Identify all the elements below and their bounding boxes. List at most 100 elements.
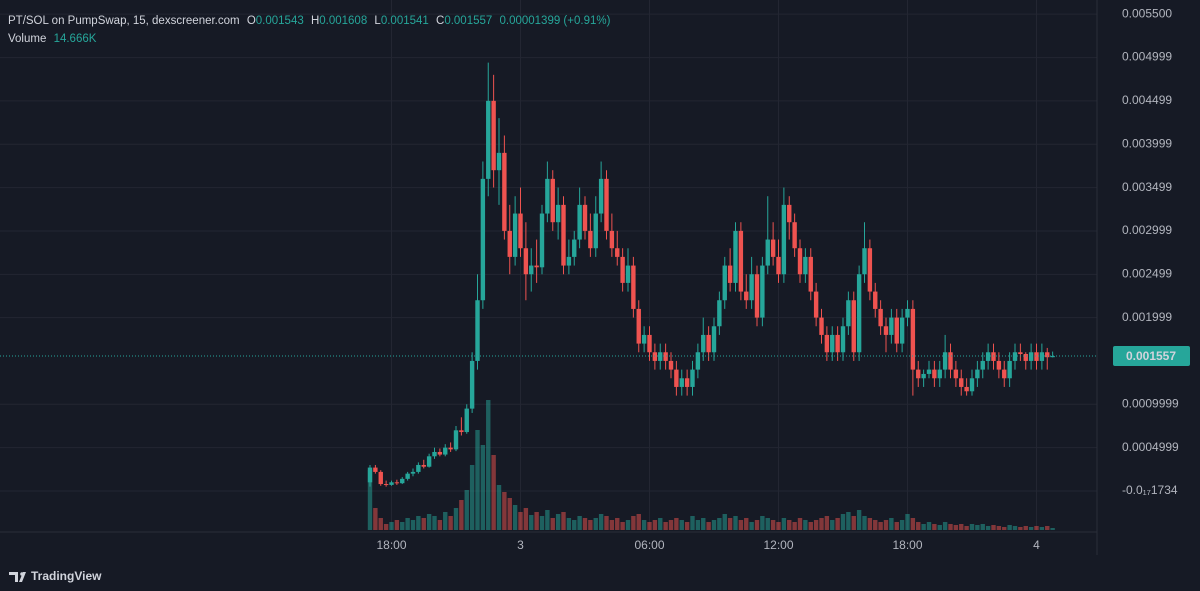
candle-body: [1028, 352, 1034, 361]
volume-bar: [813, 520, 819, 530]
volume-bar: [1050, 527, 1055, 530]
volume-bar: [819, 518, 824, 530]
candle-body: [674, 369, 679, 387]
volume-bar: [846, 512, 851, 530]
candle-body: [486, 100, 491, 179]
volume-bar: [502, 492, 507, 530]
volume-bar: [416, 516, 421, 530]
y-tick-label: 0.004999: [1122, 50, 1172, 64]
volume-bar: [760, 516, 765, 530]
y-tick-label: 0.0009999: [1122, 396, 1179, 410]
candle-body: [389, 482, 394, 485]
volume-value: 14.666K: [54, 33, 97, 45]
volume-bar: [652, 520, 658, 530]
volume-bar: [754, 520, 760, 530]
title: PT/SOL on PumpSwap, 15, dexscreener.com: [8, 15, 240, 27]
volume-bar: [631, 516, 636, 530]
volume-bar: [625, 520, 631, 530]
candle-body: [797, 248, 803, 275]
candle-body: [899, 317, 905, 344]
volume-bar: [394, 520, 400, 530]
candle-body: [534, 265, 539, 268]
candle-body: [373, 467, 378, 472]
candle-body: [873, 291, 878, 309]
candle-body: [475, 300, 480, 361]
volume-bar: [588, 520, 593, 530]
candle-body: [1045, 352, 1050, 358]
candle-body: [754, 274, 760, 318]
volume-bar: [464, 490, 469, 530]
last-price-badge: [1113, 345, 1190, 366]
volume-bar: [744, 518, 749, 530]
candle-body: [1018, 352, 1023, 354]
volume-bar: [512, 505, 518, 530]
candle-body: [566, 256, 572, 266]
high-label: H: [311, 15, 319, 27]
candle-body: [690, 369, 695, 387]
candle-body: [792, 222, 797, 249]
candle-body: [598, 178, 604, 214]
candle-body: [883, 326, 889, 335]
candle-body: [518, 213, 523, 249]
candle-body: [416, 464, 421, 472]
candle-body: [787, 204, 792, 223]
y-tick-label: 0.005500: [1122, 6, 1172, 20]
candle-body: [432, 451, 437, 457]
volume-bar: [711, 520, 717, 530]
volume-bar: [561, 512, 566, 530]
close-label: C: [436, 15, 444, 27]
volume-bar: [878, 522, 883, 530]
volume-bar: [765, 518, 770, 530]
legend-line-1: PT/SOL on PumpSwap, 15, dexscreener.com …: [8, 15, 611, 27]
x-tick-label: 06:00: [634, 538, 664, 552]
logo-dot: [20, 572, 24, 576]
candle-body: [991, 352, 996, 361]
volume-bar: [781, 518, 787, 530]
volume-bar: [964, 526, 969, 530]
candle-body: [550, 178, 555, 223]
candle-body: [916, 369, 921, 379]
candle-body: [975, 369, 980, 379]
volume-bar: [921, 524, 926, 530]
candle-body: [727, 265, 733, 283]
candle-body: [722, 265, 727, 301]
candle-body: [937, 369, 942, 379]
volume-bar: [383, 524, 389, 530]
volume-bar: [787, 520, 792, 530]
volume-bar: [690, 516, 695, 530]
candle-body: [491, 100, 496, 171]
candle-body: [394, 482, 400, 484]
volume-bar: [797, 518, 803, 530]
last-price-label: 0.001557: [1126, 349, 1176, 363]
volume-name: Volume: [8, 33, 46, 45]
volume-bar: [641, 520, 647, 530]
candle-body: [738, 230, 744, 292]
candle-body: [932, 369, 937, 379]
candle-body: [813, 291, 819, 318]
candle-body: [803, 256, 808, 275]
volume-bar: [496, 485, 502, 530]
candle-body: [400, 478, 405, 484]
volume-bar: [873, 520, 878, 530]
candle-body: [824, 334, 830, 353]
volume-bar: [1018, 527, 1023, 530]
volume-bar: [539, 516, 545, 530]
volume-bar: [1002, 527, 1007, 530]
y-tick-label: 0.0004999: [1122, 440, 1179, 454]
volume-bar: [480, 445, 486, 530]
volume-bar: [862, 516, 867, 530]
candle-body: [405, 473, 410, 479]
volume-bar: [985, 526, 991, 530]
candle-body: [1023, 353, 1028, 361]
candle-body: [830, 334, 835, 353]
candle-body: [905, 308, 910, 318]
volume-bar: [555, 514, 561, 530]
candle-body: [658, 352, 663, 361]
candle-body: [443, 447, 448, 455]
candle-body: [529, 265, 534, 275]
volume-bar: [856, 510, 862, 530]
volume-bar: [609, 520, 615, 530]
candle-body: [555, 204, 561, 223]
